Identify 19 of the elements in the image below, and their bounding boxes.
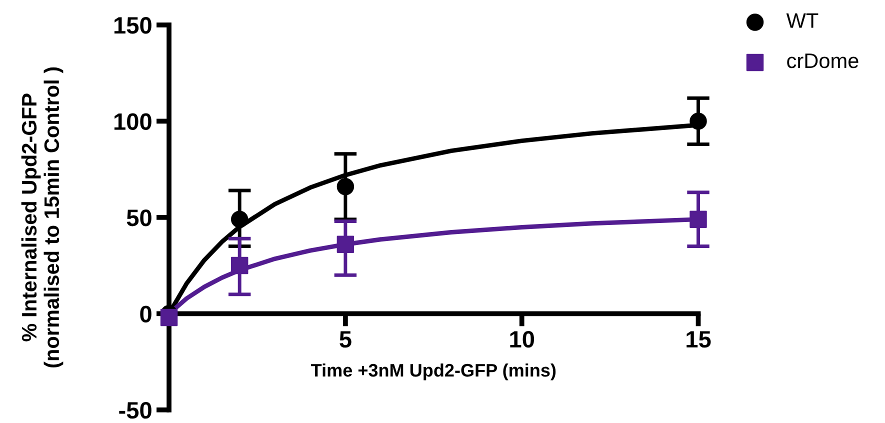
legend-label: WT [786, 13, 818, 28]
legend-label: crDome [787, 54, 858, 68]
point [230, 210, 248, 228]
point [336, 178, 354, 196]
point [230, 256, 248, 274]
point [690, 112, 707, 130]
y-tick-label: 100 [114, 113, 152, 130]
y-tick-label: 0 [140, 306, 152, 322]
y-axis-title: % Internalised Upd2-GFP (normalised to 15min Control ) [21, 67, 64, 368]
x-tick-label: 10 [510, 330, 534, 348]
point [160, 308, 178, 326]
y-tick-label: -50 [119, 402, 152, 419]
y-tick-label: 150 [114, 17, 152, 34]
x-tick-label: 15 [686, 331, 711, 348]
y-tick-label: 50 [126, 209, 152, 226]
point [690, 210, 707, 228]
point [336, 236, 354, 253]
x-axis-title: Time +3nM Upd2-GFP (mins) [311, 363, 556, 380]
x-tick-label: 5 [340, 331, 352, 348]
